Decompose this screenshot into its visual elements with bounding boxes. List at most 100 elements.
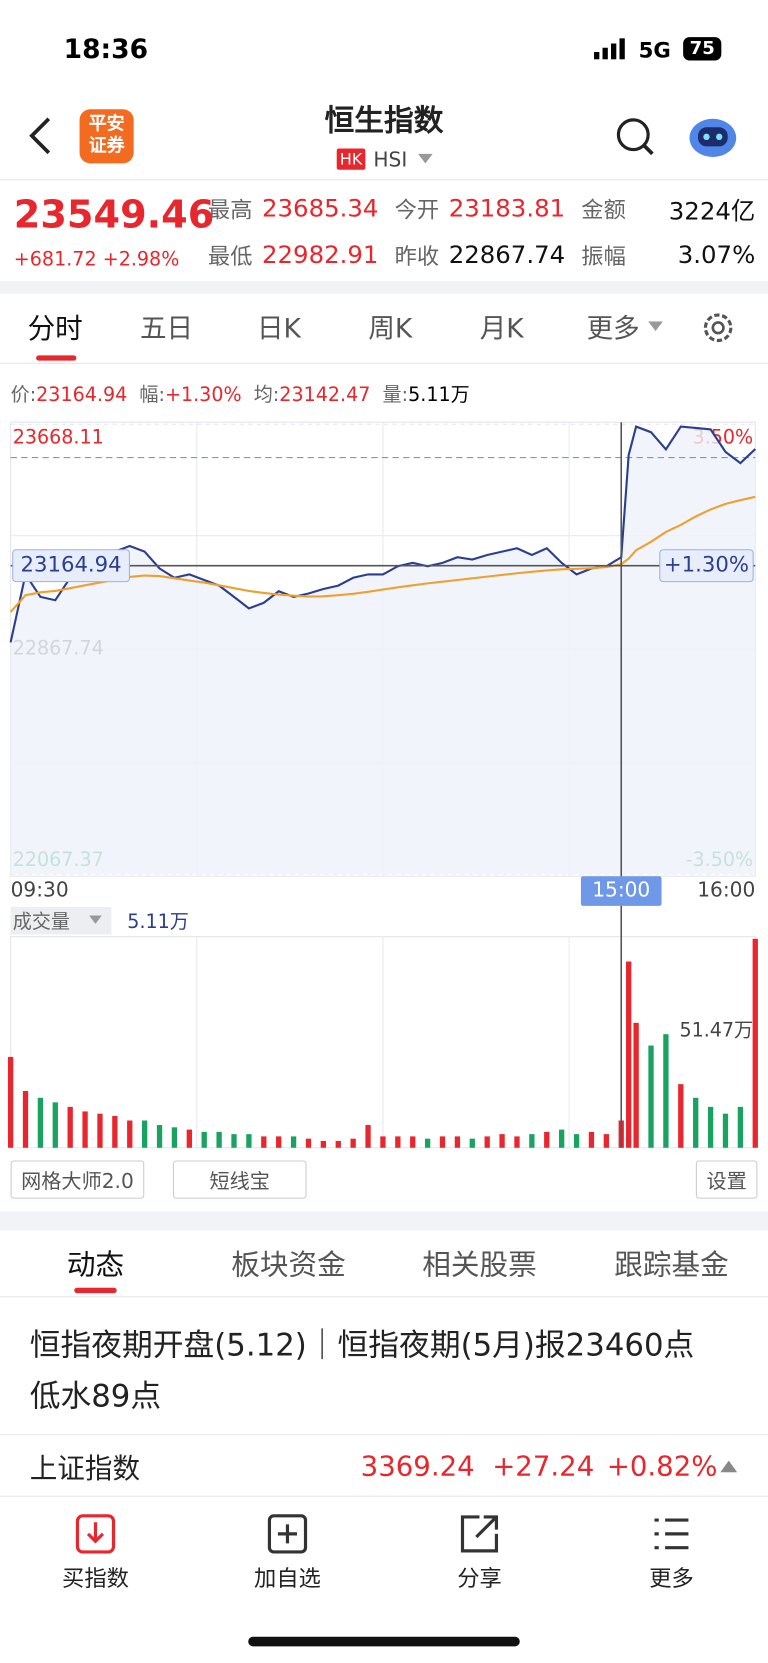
- volume-bar: [216, 1131, 222, 1148]
- add-icon[interactable]: [266, 1513, 308, 1555]
- info-value: 5.11万: [408, 383, 470, 407]
- search-icon[interactable]: [615, 117, 655, 157]
- app-logo: 平安 证券: [79, 109, 134, 164]
- y-tick-label: 23668.11: [13, 426, 104, 449]
- volume-bar: [7, 1056, 14, 1148]
- tab[interactable]: 日K: [257, 312, 301, 344]
- action-label[interactable]: 分享: [457, 1565, 502, 1592]
- action-label[interactable]: 加自选: [254, 1565, 321, 1592]
- home-indicator: [248, 1636, 520, 1647]
- tab-active[interactable]: 分时: [27, 313, 83, 346]
- title: 恒生指数: [324, 102, 444, 138]
- field-label: 最低: [207, 243, 253, 270]
- volume-bar: [201, 1131, 207, 1148]
- volume-bar: [722, 1113, 729, 1148]
- average-line: [9, 495, 756, 613]
- volume-bar: [484, 1136, 490, 1148]
- volume-bar: [186, 1129, 192, 1148]
- subtab[interactable]: 相关股票: [422, 1249, 537, 1282]
- dropdown-arrow: [648, 321, 663, 331]
- volume-bar: [97, 1113, 103, 1148]
- volume-bar: [261, 1136, 267, 1148]
- settings-icon[interactable]: [700, 310, 736, 346]
- field-value: 3.07%: [677, 241, 756, 270]
- x-tick-badge: [580, 876, 662, 906]
- volume-bar: [141, 1120, 148, 1148]
- volume-bar: [424, 1138, 431, 1148]
- volume-bar: [305, 1138, 312, 1148]
- volume-bar: [22, 1090, 29, 1148]
- logo-text: 证券: [88, 135, 125, 157]
- divider: [0, 1495, 768, 1497]
- volume-bar: [707, 1106, 714, 1148]
- tab[interactable]: 五日: [140, 312, 194, 344]
- divider: [0, 1296, 768, 1298]
- crosshair-price-box: [12, 549, 130, 583]
- tab[interactable]: 月K: [479, 312, 524, 344]
- price-area: [10, 426, 756, 875]
- subtab-active[interactable]: 动态: [66, 1249, 125, 1282]
- subtab[interactable]: 板块资金: [231, 1249, 346, 1282]
- volume-bar: [514, 1136, 520, 1148]
- volume-bar: [737, 1106, 744, 1148]
- field-label: 最高: [207, 197, 253, 223]
- ticker-change: +27.24: [492, 1451, 595, 1483]
- share-icon[interactable]: [458, 1513, 500, 1555]
- tool-button[interactable]: 短线宝: [172, 1160, 307, 1199]
- volume-bar: [678, 1084, 684, 1148]
- news-headline[interactable]: 恒指夜期开盘(5.12)｜恒指夜期(5月)报23460点 低水89点: [29, 1327, 695, 1415]
- volume-bar: [290, 1136, 297, 1148]
- tab-indicator: [36, 355, 77, 361]
- volume-bar: [52, 1102, 58, 1148]
- volume-bar: [67, 1106, 73, 1148]
- tool-button[interactable]: 网格大师2.0: [10, 1160, 145, 1199]
- logo-text: 平安: [88, 113, 125, 135]
- info-label: 价:: [10, 383, 37, 407]
- crosshair-info: 价:23164.94 幅:+1.30% 均:23142.47 量:5.11万: [11, 380, 470, 408]
- volume-bar: [588, 1131, 595, 1148]
- volume-label: 成交量: [12, 911, 71, 934]
- tool-button[interactable]: 设置: [695, 1160, 758, 1199]
- tab[interactable]: 更多: [586, 312, 640, 344]
- network: 5G: [638, 37, 671, 63]
- x-tick-label: 16:00: [697, 878, 755, 902]
- last-price: 23549.46: [13, 193, 215, 238]
- price-line: [9, 425, 756, 643]
- code[interactable]: HSI: [373, 148, 408, 172]
- back-button[interactable]: [28, 117, 53, 155]
- buy-icon[interactable]: [74, 1513, 116, 1555]
- volume-bar: [365, 1125, 371, 1148]
- volume-bar: [410, 1136, 416, 1148]
- tab[interactable]: 周K: [368, 312, 413, 344]
- dropdown-arrow: [417, 153, 433, 164]
- info-value: +1.30%: [164, 383, 242, 407]
- menu-icon[interactable]: [650, 1513, 692, 1555]
- action-label[interactable]: 买指数: [62, 1565, 129, 1592]
- divider: [0, 1434, 768, 1436]
- info-value: 23142.47: [279, 383, 371, 407]
- ticker-name[interactable]: 上证指数: [29, 1453, 141, 1486]
- volume-bar: [499, 1134, 505, 1148]
- subtab[interactable]: 跟踪基金: [614, 1249, 729, 1282]
- volume-bar: [529, 1134, 535, 1148]
- field-label: 今开: [394, 197, 440, 223]
- field-value: 23183.81: [448, 195, 566, 223]
- volume-bar: [626, 961, 632, 1148]
- ticker-pct: +0.82%: [606, 1451, 718, 1483]
- volume-bar: [395, 1136, 401, 1148]
- volume-bar: [350, 1138, 356, 1148]
- volume-bar: [82, 1111, 88, 1148]
- field-value: 22867.74: [448, 241, 566, 270]
- assistant-icon[interactable]: [687, 112, 738, 159]
- signal-icon: [594, 38, 625, 60]
- up-arrow: [720, 1460, 738, 1473]
- crosshair-pct-box: [659, 549, 754, 583]
- tab-indicator: [74, 1287, 117, 1294]
- action-label[interactable]: 更多: [649, 1565, 694, 1592]
- separator: [0, 1211, 768, 1231]
- info-label: 均:: [253, 383, 280, 407]
- field-value: 23685.34: [262, 195, 379, 223]
- volume-bar: [112, 1115, 118, 1148]
